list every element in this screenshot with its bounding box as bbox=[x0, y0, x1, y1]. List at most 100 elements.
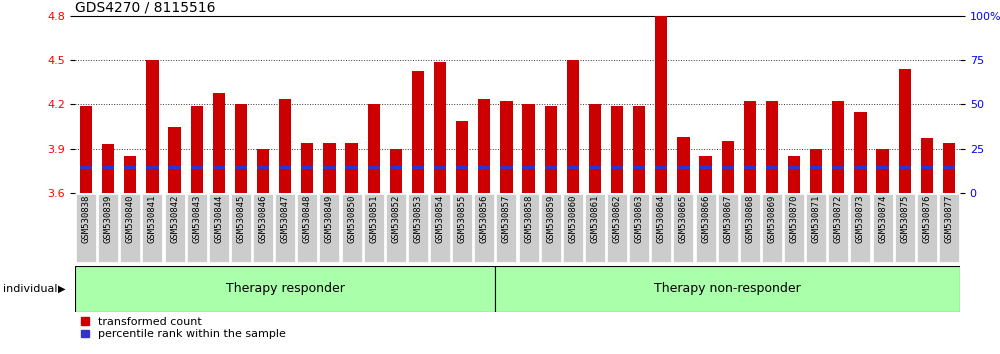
FancyBboxPatch shape bbox=[696, 194, 716, 262]
Bar bbox=[301, 143, 313, 193]
Bar bbox=[832, 166, 844, 169]
Bar bbox=[257, 166, 269, 169]
Bar bbox=[699, 156, 712, 193]
Bar bbox=[390, 149, 402, 193]
Text: GSM530839: GSM530839 bbox=[104, 195, 113, 244]
FancyBboxPatch shape bbox=[873, 194, 893, 262]
Bar bbox=[235, 104, 247, 193]
Bar bbox=[921, 138, 933, 193]
Bar bbox=[500, 102, 513, 193]
Text: GSM530849: GSM530849 bbox=[325, 195, 334, 244]
Text: GSM530838: GSM530838 bbox=[82, 195, 91, 244]
Bar bbox=[832, 102, 844, 193]
Bar bbox=[102, 166, 114, 169]
FancyBboxPatch shape bbox=[231, 194, 251, 262]
FancyBboxPatch shape bbox=[386, 194, 406, 262]
FancyBboxPatch shape bbox=[718, 194, 738, 262]
FancyBboxPatch shape bbox=[850, 194, 870, 262]
Text: Therapy non-responder: Therapy non-responder bbox=[654, 282, 801, 295]
Bar bbox=[722, 166, 734, 169]
Bar bbox=[810, 149, 822, 193]
Text: GDS4270 / 8115516: GDS4270 / 8115516 bbox=[75, 1, 216, 15]
Text: GSM530866: GSM530866 bbox=[701, 195, 710, 244]
Bar bbox=[301, 166, 313, 169]
Text: GSM530860: GSM530860 bbox=[568, 195, 577, 244]
FancyBboxPatch shape bbox=[651, 194, 671, 262]
Bar bbox=[633, 166, 645, 169]
FancyBboxPatch shape bbox=[297, 194, 317, 262]
Text: GSM530863: GSM530863 bbox=[635, 195, 644, 244]
Bar bbox=[124, 166, 136, 169]
Bar bbox=[456, 121, 468, 193]
Bar bbox=[368, 166, 380, 169]
Bar bbox=[478, 98, 490, 193]
Text: GSM530867: GSM530867 bbox=[723, 195, 732, 244]
Text: GSM530877: GSM530877 bbox=[944, 195, 953, 244]
FancyBboxPatch shape bbox=[253, 194, 273, 262]
Bar bbox=[478, 166, 490, 169]
FancyBboxPatch shape bbox=[364, 194, 384, 262]
Bar bbox=[722, 141, 734, 193]
Text: GSM530859: GSM530859 bbox=[546, 195, 555, 244]
Bar bbox=[412, 70, 424, 193]
Bar bbox=[810, 166, 822, 169]
Text: GSM530846: GSM530846 bbox=[259, 195, 268, 244]
Text: GSM530852: GSM530852 bbox=[391, 195, 400, 244]
Bar bbox=[677, 137, 690, 193]
FancyBboxPatch shape bbox=[430, 194, 450, 262]
Text: GSM530876: GSM530876 bbox=[922, 195, 931, 244]
FancyBboxPatch shape bbox=[917, 194, 937, 262]
Bar bbox=[788, 156, 800, 193]
Text: GSM530858: GSM530858 bbox=[524, 195, 533, 244]
Bar bbox=[80, 106, 92, 193]
Text: GSM530868: GSM530868 bbox=[745, 195, 754, 244]
Bar bbox=[456, 166, 468, 169]
Legend: transformed count, percentile rank within the sample: transformed count, percentile rank withi… bbox=[81, 317, 286, 339]
FancyBboxPatch shape bbox=[452, 194, 472, 262]
Text: GSM530871: GSM530871 bbox=[812, 195, 821, 244]
FancyBboxPatch shape bbox=[895, 194, 915, 262]
FancyBboxPatch shape bbox=[519, 194, 539, 262]
Bar bbox=[589, 104, 601, 193]
Bar bbox=[500, 166, 513, 169]
Text: ▶: ▶ bbox=[58, 284, 66, 293]
Bar bbox=[699, 166, 712, 169]
Bar bbox=[522, 166, 535, 169]
Bar bbox=[545, 106, 557, 193]
Bar bbox=[854, 112, 867, 193]
FancyBboxPatch shape bbox=[142, 194, 162, 262]
Text: GSM530847: GSM530847 bbox=[281, 195, 290, 244]
Bar bbox=[589, 166, 601, 169]
Bar bbox=[876, 166, 889, 169]
Bar bbox=[766, 102, 778, 193]
FancyBboxPatch shape bbox=[541, 194, 561, 262]
FancyBboxPatch shape bbox=[740, 194, 760, 262]
Bar bbox=[390, 166, 402, 169]
Bar bbox=[788, 166, 800, 169]
Bar bbox=[434, 62, 446, 193]
Text: GSM530843: GSM530843 bbox=[192, 195, 201, 244]
Bar bbox=[744, 166, 756, 169]
Bar bbox=[412, 166, 424, 169]
Bar bbox=[495, 266, 960, 312]
Bar bbox=[168, 166, 181, 169]
Bar bbox=[434, 166, 446, 169]
Bar bbox=[522, 104, 535, 193]
Text: GSM530842: GSM530842 bbox=[170, 195, 179, 244]
Text: GSM530851: GSM530851 bbox=[369, 195, 378, 244]
FancyBboxPatch shape bbox=[607, 194, 627, 262]
Bar bbox=[213, 166, 225, 169]
FancyBboxPatch shape bbox=[496, 194, 516, 262]
FancyBboxPatch shape bbox=[98, 194, 118, 262]
Bar bbox=[854, 166, 867, 169]
Text: GSM530854: GSM530854 bbox=[436, 195, 445, 244]
Text: GSM530856: GSM530856 bbox=[480, 195, 489, 244]
Bar bbox=[146, 166, 159, 169]
Text: GSM530875: GSM530875 bbox=[900, 195, 909, 244]
Bar bbox=[655, 16, 667, 193]
Bar bbox=[75, 266, 495, 312]
FancyBboxPatch shape bbox=[342, 194, 362, 262]
Text: GSM530857: GSM530857 bbox=[502, 195, 511, 244]
Bar bbox=[368, 104, 380, 193]
Text: GSM530853: GSM530853 bbox=[413, 195, 422, 244]
